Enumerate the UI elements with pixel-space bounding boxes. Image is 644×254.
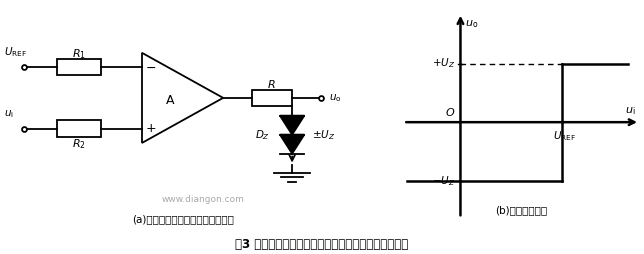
Text: $U_{\rm REF}$: $U_{\rm REF}$ bbox=[4, 45, 27, 59]
Text: $u_{\rm i}$: $u_{\rm i}$ bbox=[4, 109, 14, 120]
Text: $u_{\rm o}$: $u_{\rm o}$ bbox=[464, 18, 478, 30]
Text: $R$: $R$ bbox=[267, 78, 276, 90]
Polygon shape bbox=[280, 116, 304, 135]
Bar bbox=[252, 90, 292, 106]
Text: $-$: $-$ bbox=[146, 60, 156, 74]
Text: 图3 具有输出限幅功能的电压比较器及其电压传输特性: 图3 具有输出限幅功能的电压比较器及其电压传输特性 bbox=[235, 239, 409, 251]
Bar bbox=[57, 120, 102, 137]
Text: $R_2$: $R_2$ bbox=[72, 137, 86, 151]
Text: $u_{\rm o}$: $u_{\rm o}$ bbox=[328, 92, 341, 104]
Text: $D_Z$: $D_Z$ bbox=[255, 128, 270, 141]
Text: A: A bbox=[166, 94, 175, 107]
Text: www.diangon.com: www.diangon.com bbox=[162, 195, 244, 204]
Text: $R_1$: $R_1$ bbox=[72, 47, 86, 61]
Text: (a)具有输出限幅功能的电压比较器: (a)具有输出限幅功能的电压比较器 bbox=[131, 214, 234, 224]
Text: $+U_Z$: $+U_Z$ bbox=[432, 57, 455, 70]
Bar bbox=[57, 59, 102, 75]
Text: $O$: $O$ bbox=[445, 106, 455, 118]
Text: $-U_Z$: $-U_Z$ bbox=[432, 174, 455, 188]
Text: $\pm U_Z$: $\pm U_Z$ bbox=[312, 128, 336, 141]
Text: $U_{\rm REF}$: $U_{\rm REF}$ bbox=[553, 129, 576, 143]
Text: (b)电压传输特性: (b)电压传输特性 bbox=[496, 205, 547, 215]
Text: $+$: $+$ bbox=[146, 122, 156, 135]
Text: $u_{\rm i}$: $u_{\rm i}$ bbox=[625, 105, 636, 117]
Polygon shape bbox=[280, 135, 304, 154]
